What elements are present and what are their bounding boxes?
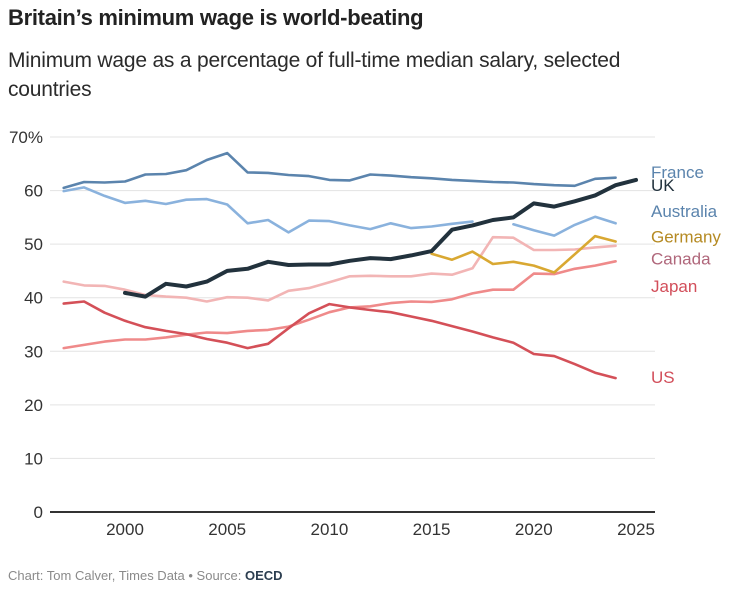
series-line-australia — [62, 186, 617, 237]
y-tick-label: 50 — [24, 235, 43, 254]
y-tick-label: 40 — [24, 289, 43, 308]
chart-subtitle: Minimum wage as a percentage of full-tim… — [8, 49, 621, 101]
series-label-canada: Canada — [651, 250, 711, 269]
x-tick-label: 2010 — [310, 520, 348, 539]
x-tick-label: 2000 — [106, 520, 144, 539]
series-label-france: France — [651, 163, 704, 182]
series-line-us — [62, 300, 617, 380]
x-tick-label: 2015 — [413, 520, 451, 539]
y-tick-label: 10 — [24, 449, 43, 468]
series-line-france — [62, 151, 617, 190]
series-line-germany — [430, 234, 617, 274]
x-tick-label: 2005 — [208, 520, 246, 539]
series-label-germany: Germany — [651, 228, 721, 247]
series-label-japan: Japan — [651, 277, 697, 296]
source-link[interactable]: OECD — [244, 568, 283, 583]
chart-title: Britain’s minimum wage is world-beating — [8, 5, 424, 30]
series-line-canada — [62, 235, 617, 303]
y-tick-label: 70% — [9, 128, 43, 147]
y-tick-label: 20 — [24, 396, 43, 415]
series-lines — [62, 151, 638, 380]
series-line-uk — [123, 177, 638, 299]
x-tick-label: 2020 — [515, 520, 553, 539]
x-tick-label: 2025 — [617, 520, 655, 539]
series-line-japan — [62, 260, 617, 350]
y-tick-label: 60 — [24, 182, 43, 201]
series-label-australia: Australia — [651, 202, 718, 221]
credit-text: Chart: Tom Calver, Times Data • Source: — [8, 568, 245, 583]
series-label-uk: UK — [651, 176, 675, 195]
y-tick-label: 30 — [24, 342, 43, 361]
series-label-us: US — [651, 368, 675, 387]
x-axis-ticks: 2000 2005 2010 2015 2020 2025 — [106, 520, 655, 539]
y-tick-label: 0 — [34, 503, 43, 522]
gridlines — [50, 136, 655, 459]
y-axis-ticks: 0 10 20 30 40 50 60 70% — [9, 128, 43, 522]
chart-footer: Chart: Tom Calver, Times Data • Source: … — [8, 568, 283, 583]
